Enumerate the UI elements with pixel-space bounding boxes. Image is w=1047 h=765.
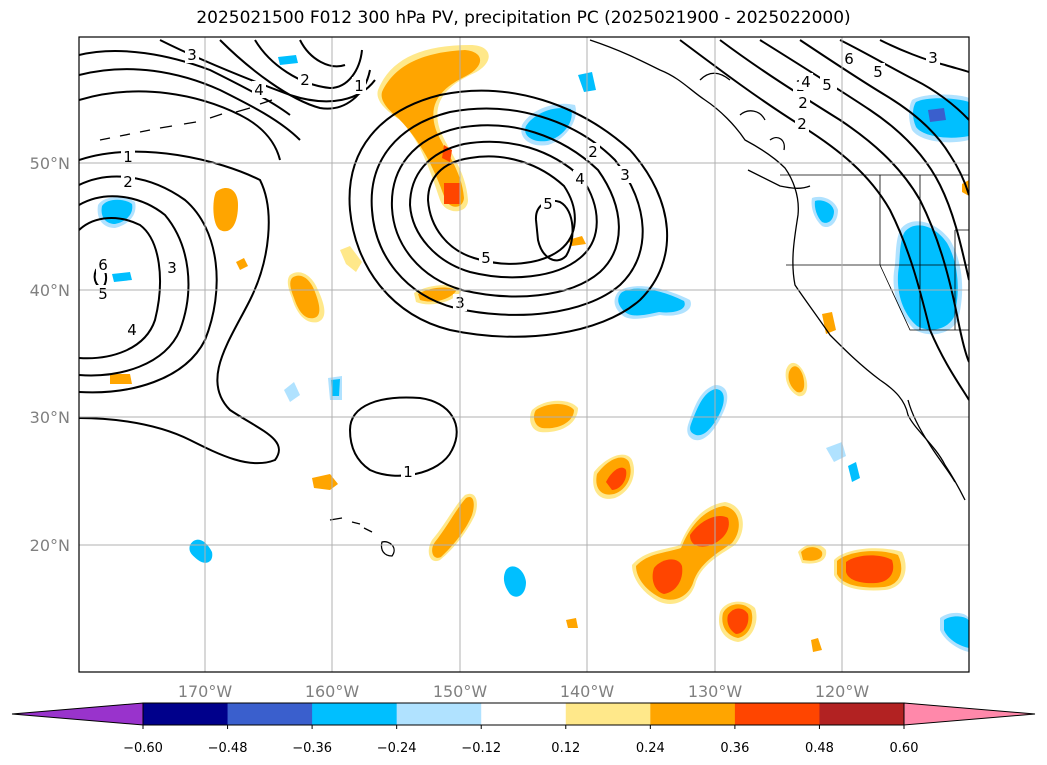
contour-label-halo	[871, 63, 885, 80]
colorbar-segment	[396, 703, 482, 725]
lat-label: 50°N	[30, 154, 70, 173]
contour-label: 4	[254, 81, 264, 99]
colorbar-tick-label: −0.12	[461, 741, 501, 756]
contour-label-halo	[298, 71, 312, 88]
contour-label-halo	[479, 249, 493, 266]
lon-label: 150°W	[433, 682, 488, 701]
contour-label-halo	[842, 50, 856, 67]
colorbar-tick-label: 0.48	[805, 741, 834, 756]
contour-label: 4	[127, 321, 137, 339]
contour-label-halo	[185, 46, 199, 63]
colorbar-segment	[565, 703, 651, 725]
contour-label: 2	[797, 115, 807, 133]
political-borders	[780, 174, 969, 331]
colorbar	[11, 702, 1036, 726]
colorbar-segment	[227, 703, 313, 725]
contour-label-halo	[799, 73, 813, 90]
gridlines	[79, 37, 969, 672]
contour-label-halo	[618, 166, 632, 183]
contour-label-halo	[926, 49, 940, 66]
contour-label-halo	[573, 170, 587, 187]
contour-label: 2	[798, 94, 808, 112]
colorbar-frame	[142, 702, 905, 726]
contour-label-halo	[820, 76, 834, 93]
colorbar-tick-label: 0.36	[720, 741, 749, 756]
contour-label-halo	[795, 115, 809, 132]
contour-label-halo	[96, 285, 110, 302]
pv-contour-labels: 12345612345543213124534562	[96, 46, 940, 481]
colorbar-segment	[819, 703, 905, 725]
contour-label: 5	[822, 76, 832, 94]
contour-label: 2	[588, 143, 598, 161]
contour-label: 1	[403, 463, 413, 481]
colorbar-segment	[734, 703, 820, 725]
colorbar-segment	[312, 703, 398, 725]
lat-label: 40°N	[30, 281, 70, 300]
contour-label: 3	[928, 49, 938, 67]
contour-label: 1	[354, 77, 364, 95]
pv-contours	[79, 39, 969, 477]
contour-label: 3	[187, 46, 197, 64]
contour-label-halo	[586, 143, 600, 160]
contour-label-halo	[96, 256, 110, 273]
colorbar-tick-label: 0.12	[551, 741, 580, 756]
colorbar-tick-labels: −0.60 −0.48 −0.36 −0.24 −0.12 0.12 0.24 0.36 0.4…	[123, 725, 918, 756]
colorbar-tick-label: 0.24	[636, 741, 665, 756]
contour-label: 3	[167, 259, 177, 277]
colorbar-tick-label: −0.60	[123, 741, 163, 756]
contour-label-halo	[121, 148, 135, 165]
contour-label: 5	[543, 195, 553, 213]
longitude-labels: 170°W 160°W 150°W 140°W 130°W 120°W	[178, 682, 870, 701]
contour-label: 5	[481, 249, 491, 267]
contour-label-halo	[541, 195, 555, 212]
lon-label: 130°W	[688, 682, 743, 701]
contour-label: 3	[620, 166, 630, 184]
colorbar-segment	[650, 703, 736, 725]
colorbar-extend-high	[903, 702, 1036, 726]
contour-label: 5	[873, 63, 883, 81]
contour-label: 6	[844, 50, 854, 68]
contour-label: 5	[98, 285, 108, 303]
colorbar-tick-label: −0.24	[377, 741, 417, 756]
colorbar-tick-label: −0.36	[292, 741, 332, 756]
colorbar-extend-low	[11, 702, 144, 726]
lon-label: 140°W	[560, 682, 615, 701]
colorbar-tick-label: −0.48	[208, 741, 248, 756]
contour-label-halo	[165, 259, 179, 276]
plot-area: 12345612345543213124534562	[79, 37, 969, 672]
contour-label-halo	[401, 463, 415, 480]
colorbar-segment	[481, 703, 567, 725]
contour-label: 1	[123, 148, 133, 166]
contour-label: 4	[801, 73, 811, 91]
contour-label: 2	[123, 173, 133, 191]
lon-label: 120°W	[815, 682, 870, 701]
contour-label-halo	[125, 321, 139, 338]
lon-label: 170°W	[178, 682, 233, 701]
map-title: 2025021500 F012 300 hPa PV, precipitatio…	[196, 8, 851, 28]
lon-label: 160°W	[305, 682, 360, 701]
contour-label-halo	[121, 173, 135, 190]
colorbar-tick-label: 0.60	[890, 741, 919, 756]
contour-label: 6	[98, 256, 108, 274]
latitude-labels: 50°N 40°N 30°N 20°N	[30, 154, 70, 555]
contour-label: 2	[300, 71, 310, 89]
coastlines	[99, 39, 966, 557]
contour-label: 4	[575, 170, 585, 188]
map-frame	[78, 36, 970, 673]
lat-label: 30°N	[30, 408, 70, 427]
contour-label-halo	[796, 94, 810, 111]
colorbar-segment	[143, 703, 229, 725]
lat-label: 20°N	[30, 536, 70, 555]
contour-label-halo	[352, 77, 366, 94]
contour-label-halo	[252, 81, 266, 98]
